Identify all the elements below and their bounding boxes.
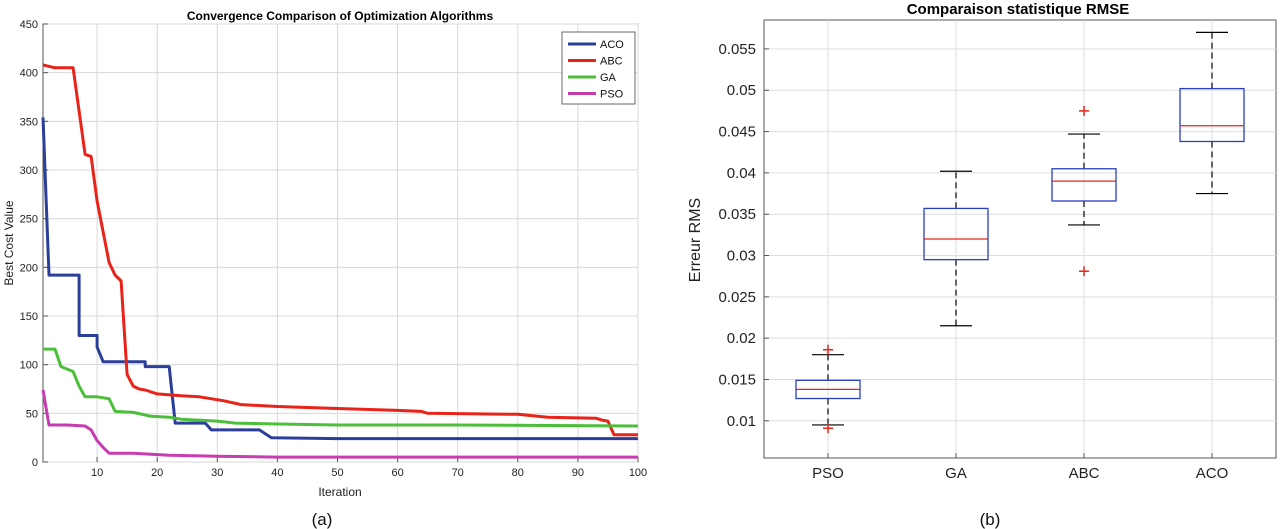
convergence-y-label: Best Cost Value [2,200,16,285]
x-tick-label: ABC [1069,465,1100,482]
y-tick-label: 0.03 [727,248,756,265]
x-tick-label: 90 [572,467,584,479]
y-tick-label: 350 [20,116,38,128]
caption-a: (a) [312,510,333,529]
y-tick-label: 50 [26,408,38,420]
x-tick-label: 40 [271,467,283,479]
convergence-chart: 10 20 30 40 50 60 70 80 90 100 0 50 100 150 200 250 300… [2,9,647,529]
outlier-abc [1079,105,1089,116]
y-tick-label: 400 [20,68,38,80]
x-tick-label: 50 [331,467,343,479]
convergence-legend: ACO ABC GA PSO [561,31,636,105]
legend-label-aco: ACO [600,39,624,51]
y-tick-label: 250 [20,214,38,226]
rmse-grid [764,20,1276,458]
rmse-boxes [795,31,1245,434]
series-line-abc [42,63,638,437]
outlier-pso [823,344,833,355]
x-tick-label: 100 [629,467,647,479]
y-tick-label: 200 [20,262,38,274]
series-line-ga [43,347,639,428]
y-tick-label: 0.01 [727,413,756,430]
box-aco [1179,87,1245,143]
outlier-abc [1079,266,1089,277]
rmse-x-ticks: PSO GA ABC ACO [812,453,1228,482]
y-tick-label: 0.02 [727,330,756,347]
x-tick-label: 60 [391,467,403,479]
convergence-series-lines [41,63,639,459]
y-tick-label: 0.055 [718,41,756,58]
y-tick-label: 0 [32,457,38,469]
x-tick-label: 20 [151,467,163,479]
x-tick-label: 70 [452,467,464,479]
x-tick-label: PSO [812,465,844,482]
rmse-title: Comparaison statistique RMSE [907,1,1130,18]
y-tick-label: 450 [20,19,38,31]
y-tick-label: 0.045 [718,124,756,141]
y-tick-label: 0.04 [727,165,756,182]
y-tick-label: 150 [20,311,38,323]
x-tick-label: GA [945,465,967,482]
rmse-plot-area [763,19,1277,459]
rmse-boxplot-chart: 0.01 0.015 0.02 0.025 0.03 0.035 0.04 0.045 0.05… [687,1,1277,529]
x-tick-label: 30 [211,467,223,479]
x-tick-label: 80 [512,467,524,479]
convergence-plot-area [42,23,639,463]
rmse-y-ticks: 0.01 0.015 0.02 0.025 0.03 0.035 0.04 0.045 0.05… [718,41,769,430]
convergence-y-ticks: 0 50 100 150 200 250 300 350 400 450 [20,19,48,469]
y-tick-label: 0.025 [718,289,756,306]
series-line-aco [41,117,638,441]
y-tick-label: 0.015 [718,371,756,388]
convergence-x-label: Iteration [318,485,361,499]
legend-label-pso: PSO [600,89,624,101]
x-tick-label: 10 [91,467,103,479]
box-abc [1051,168,1117,202]
rmse-y-label: Erreur RMS [687,198,704,282]
convergence-x-ticks: 10 20 30 40 50 60 70 80 90 100 [91,457,647,479]
caption-b: (b) [980,510,1001,529]
y-tick-label: 100 [20,360,38,372]
convergence-title: Convergence Comparison of Optimization A… [187,9,494,23]
x-tick-label: ACO [1196,465,1229,482]
box-ga [923,207,989,261]
y-tick-label: 0.05 [727,82,756,99]
y-tick-label: 300 [20,165,38,177]
outlier-pso [823,423,833,434]
legend-label-abc: ABC [600,56,623,68]
y-tick-label: 0.035 [718,206,756,223]
legend-label-ga: GA [600,72,617,84]
series-line-pso [41,389,638,459]
